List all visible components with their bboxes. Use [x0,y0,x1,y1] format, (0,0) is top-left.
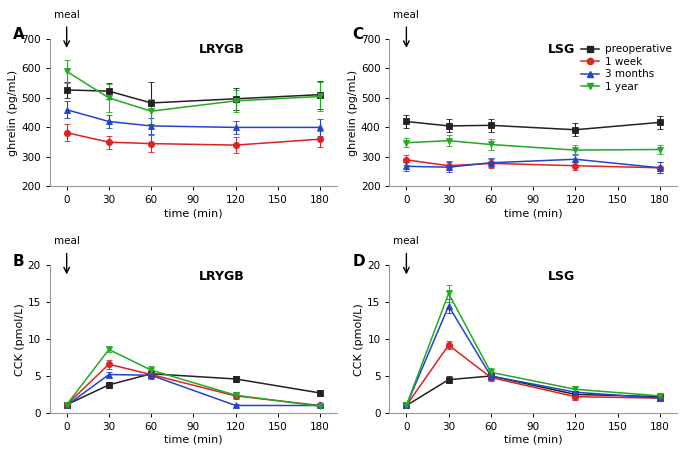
Text: LSG: LSG [548,43,575,56]
Text: meal: meal [393,10,419,20]
X-axis label: time (min): time (min) [164,435,223,445]
Text: meal: meal [53,10,79,20]
Text: B: B [12,254,24,269]
X-axis label: time (min): time (min) [503,435,562,445]
Y-axis label: ghrelin (pg/mL): ghrelin (pg/mL) [8,70,18,156]
Text: LRYGB: LRYGB [199,43,245,56]
Text: D: D [352,254,365,269]
Text: meal: meal [53,236,79,246]
Y-axis label: CCK (pmol/L): CCK (pmol/L) [354,303,364,376]
Text: LSG: LSG [548,270,575,283]
Text: meal: meal [393,236,419,246]
X-axis label: time (min): time (min) [164,208,223,218]
Text: C: C [352,27,363,42]
Y-axis label: ghrelin (pg/mL): ghrelin (pg/mL) [348,70,358,156]
X-axis label: time (min): time (min) [503,208,562,218]
Y-axis label: CCK (pmol/L): CCK (pmol/L) [14,303,25,376]
Text: LRYGB: LRYGB [199,270,245,283]
Legend: preoperative, 1 week, 3 months, 1 year: preoperative, 1 week, 3 months, 1 year [577,40,675,96]
Text: A: A [12,27,24,42]
